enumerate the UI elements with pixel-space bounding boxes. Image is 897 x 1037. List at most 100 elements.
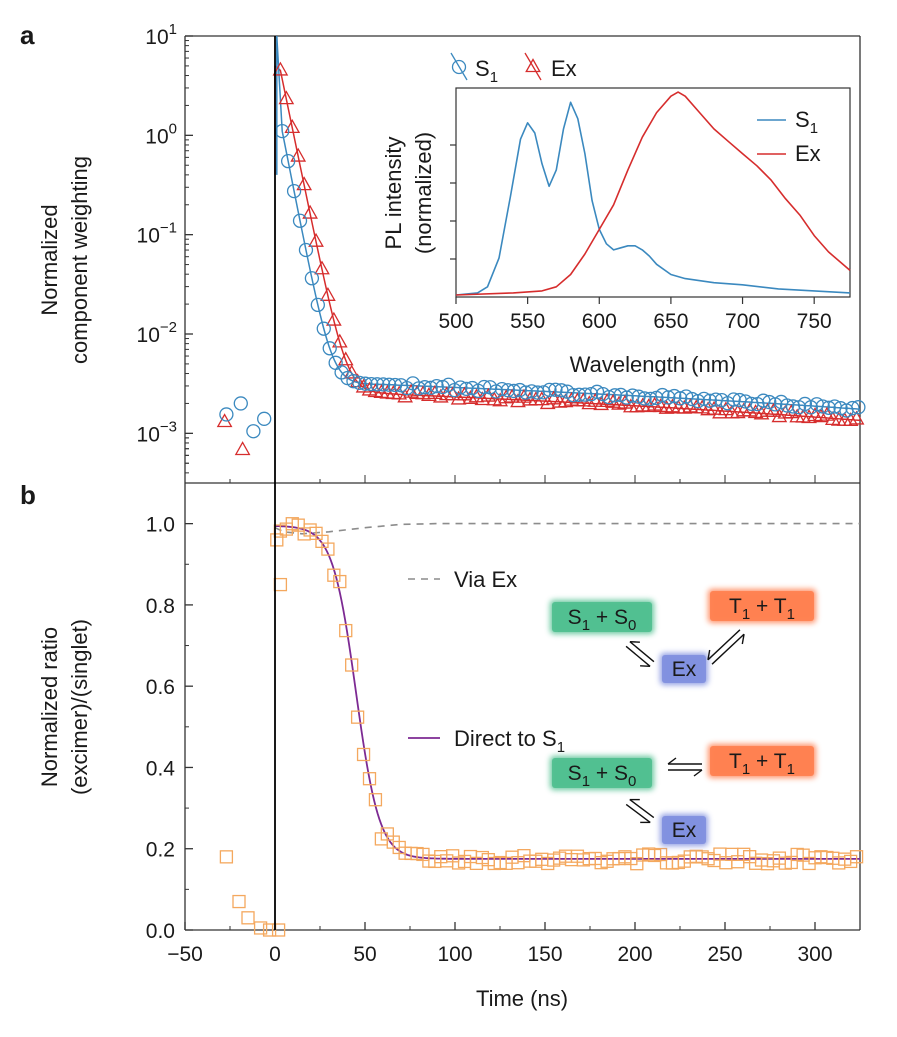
scheme2-t-label-part: T <box>729 750 742 773</box>
scheme1-s-box <box>552 602 652 632</box>
panel-b-xtick-label: 150 <box>527 943 562 966</box>
panel-a-point-S1 <box>257 411 272 426</box>
panel-a-point-S1 <box>364 376 379 392</box>
ratio-point <box>368 793 383 807</box>
inset-y-ticks <box>450 144 456 260</box>
scheme2-ex-box <box>662 816 706 844</box>
panel-a-point-S1 <box>518 385 533 400</box>
scheme1-arrow-ex-t-fwd <box>711 633 745 665</box>
panel-b-y-ticks: 0.0 0.2 0.4 0.6 0.8 1.0 <box>146 482 193 943</box>
panel-a-point-Ex <box>337 351 354 366</box>
ratio-point <box>321 542 335 556</box>
panel-a-legend: S1 Ex <box>450 52 577 86</box>
ratio-point <box>333 574 347 589</box>
panel-a-point-S1 <box>512 382 527 398</box>
panel-a-point-Ex <box>771 408 788 423</box>
panel-a-point-Ex <box>450 390 467 405</box>
panel-a-point-S1 <box>779 398 795 413</box>
panel-a-point-S1 <box>381 377 397 392</box>
panel-a-point-Ex <box>676 399 693 414</box>
panel-b-ytick-label: 0.2 <box>146 839 175 862</box>
scheme2-ex-label: Ex <box>672 819 697 842</box>
panel-a-point-S1 <box>316 321 331 336</box>
panel-b-ylabel-line2: (excimer)/(singlet) <box>67 619 92 795</box>
scheme1-s-label: S1 + S0 <box>568 606 637 634</box>
panel-a-ytick-label: 10−2 <box>137 319 177 347</box>
panel-a-point-S1 <box>619 390 634 405</box>
legend-ex-line <box>524 52 542 81</box>
panel-b-xtick-label: 300 <box>797 943 832 966</box>
inset-xlabel: Wavelength (nm) <box>570 352 737 377</box>
panel-a-ytick-label-main: 10 <box>137 423 160 446</box>
direct-to-s1-line <box>274 525 860 860</box>
scheme1-t-label-part: 1 <box>787 606 795 623</box>
panel-a-ylabel-line2: component weighting <box>67 156 92 364</box>
panel-b-xtick-label: 50 <box>353 943 376 966</box>
legend-s1-label: S1 <box>475 56 498 86</box>
panel-b-ytick-label: 0.8 <box>146 595 175 618</box>
inset-legend-s1-label: S1 <box>795 107 818 137</box>
panel-a-point-S1 <box>500 383 516 398</box>
panel-a-ytick-label-main: 10 <box>137 324 160 347</box>
panel-letter-b: b <box>20 480 36 510</box>
inset-xtick-label: 500 <box>438 310 473 333</box>
panel-a-point-S1 <box>768 397 783 412</box>
panel-b-data-points <box>219 517 864 937</box>
scheme1-arrow-ex-t-rev <box>707 629 741 661</box>
panel-a-point-S1 <box>304 271 320 286</box>
panel-a-point-Ex <box>234 441 251 456</box>
panel-a-point-S1 <box>352 375 367 390</box>
panel-b-xlabel: Time (ns) <box>476 986 568 1011</box>
ratio-point <box>350 710 365 724</box>
panel-a-point-Ex <box>539 395 556 410</box>
inset-legend-ex-label: Ex <box>795 141 821 166</box>
panel-a-point-S1 <box>219 407 234 422</box>
panel-a-point-Ex <box>801 409 817 424</box>
panel-a-point-Ex <box>331 333 348 348</box>
scheme2-t-label: T1 + T1 <box>729 750 795 778</box>
scheme1-arrow-s-ex-rev <box>629 641 655 663</box>
panel-a-point-Ex <box>729 404 746 419</box>
ratio-point <box>219 850 234 864</box>
panel-a-point-S1 <box>696 391 712 406</box>
panel-a-point-S1 <box>667 388 682 404</box>
legend-ex-label: Ex <box>551 56 577 81</box>
panel-a-point-S1 <box>376 377 391 392</box>
panel-a-point-Ex <box>355 378 372 393</box>
panel-a-point-S1 <box>637 391 652 406</box>
panel-a-ytick-label-sup: 0 <box>169 120 177 137</box>
panel-a-point-S1 <box>572 387 587 402</box>
ratio-point <box>271 923 286 937</box>
scheme2-t-label-part: + <box>750 750 774 773</box>
panel-a-point-S1 <box>821 400 836 415</box>
panel-b-xtick-label: −50 <box>167 943 203 966</box>
scheme2-s-label: S1 + S0 <box>568 762 637 790</box>
panel-a-point-S1 <box>673 391 688 406</box>
scheme2-t-label-part: 1 <box>742 761 750 778</box>
ratio-point <box>849 850 864 864</box>
inset-xtick-label: 650 <box>653 310 688 333</box>
panel-a-ytick-label-main: 10 <box>145 26 168 49</box>
panel-a-point-Ex <box>462 390 479 404</box>
panel-a-point-Ex <box>593 396 610 411</box>
panel-b-ytick-label: 0.6 <box>146 676 175 699</box>
scheme2-s-label-part: S <box>568 762 582 785</box>
panel-a-point-Ex <box>658 399 675 414</box>
panel-a-point-Ex <box>325 311 342 326</box>
scheme1-s-label-part: + <box>590 606 614 629</box>
panel-a-point-Ex <box>397 388 414 403</box>
scheme2-arrow-s-t-rev-head <box>667 757 677 765</box>
ratio-point <box>273 577 288 592</box>
ratio-point <box>362 772 377 786</box>
panel-a-point-Ex <box>628 398 645 413</box>
ratio-point <box>253 921 268 935</box>
scheme1-arrow-s-ex-fwd-head <box>640 665 651 668</box>
scheme1-arrow-ex-t-rev-head <box>707 649 711 660</box>
panel-a-point-S1 <box>554 383 569 398</box>
inset-frame <box>455 87 851 298</box>
panel-a-ytick-label-sup: −1 <box>160 220 177 237</box>
panel-a-point-S1 <box>292 213 308 228</box>
legend-via-ex-label-main: Via Ex <box>454 567 517 592</box>
panel-a-point-Ex <box>510 393 526 408</box>
inset-spectra: 500 550 600 650 700 750 Wavelength (nm) PL in… <box>381 87 851 377</box>
